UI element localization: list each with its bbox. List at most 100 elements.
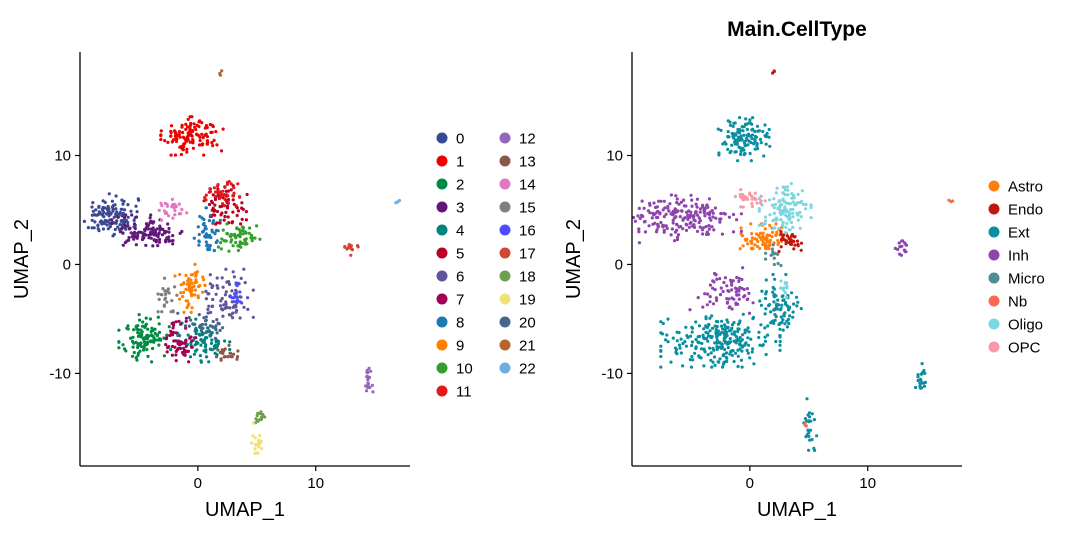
data-point-1	[197, 125, 201, 129]
data-point-16	[232, 300, 236, 304]
data-point-inh	[739, 229, 744, 233]
data-point-12	[370, 383, 374, 387]
data-point-oligo	[778, 205, 782, 209]
data-point-10	[221, 228, 225, 232]
data-point-2	[142, 336, 146, 340]
data-point-1	[214, 130, 218, 134]
data-point-0	[90, 218, 94, 222]
data-point-17	[349, 253, 353, 257]
data-point-ext	[773, 307, 777, 311]
data-point-ext	[716, 127, 720, 131]
data-point-14	[167, 214, 171, 218]
data-point-ext	[659, 344, 663, 348]
data-point-ext	[786, 308, 791, 312]
data-point-oligo	[778, 208, 783, 212]
chart-panel-1: 0 10-10010UMAP_1UMAP_20123456789101112131…	[11, 52, 536, 521]
x-tick-label: 0	[194, 475, 202, 492]
data-point-3	[125, 224, 129, 228]
data-point-inh	[707, 197, 712, 201]
data-point-0	[114, 207, 118, 211]
data-point-0	[102, 210, 106, 215]
data-point-11	[215, 184, 220, 188]
data-point-ext	[780, 320, 784, 324]
data-point-inh	[707, 227, 712, 231]
data-point-inh	[703, 292, 707, 296]
data-point-1	[188, 128, 192, 132]
data-point-1	[203, 126, 207, 130]
data-point-1	[174, 139, 179, 143]
data-point-0	[108, 225, 112, 229]
data-point-9	[195, 280, 199, 284]
data-point-ext	[740, 349, 744, 353]
data-point-micro	[771, 243, 775, 247]
data-point-ext	[665, 333, 669, 337]
data-point-ext	[690, 340, 695, 344]
legend-label-endo: Endo	[1008, 202, 1043, 219]
data-point-10	[229, 240, 233, 244]
data-point-inh	[640, 199, 644, 203]
data-point-2	[131, 335, 135, 339]
data-point-11	[229, 182, 233, 186]
data-point-8	[213, 232, 217, 236]
data-point-15	[160, 310, 164, 314]
data-point-11	[231, 194, 235, 198]
data-point-10	[240, 225, 244, 229]
data-point-10	[244, 231, 248, 235]
data-point-19	[255, 451, 259, 455]
data-point-ext	[753, 138, 757, 142]
data-point-2	[136, 353, 140, 357]
data-point-17	[355, 244, 360, 248]
data-point-0	[105, 219, 109, 223]
data-point-inh	[704, 225, 708, 229]
data-point-13	[226, 355, 230, 359]
data-point-14	[180, 207, 184, 212]
legend-label-12: 12	[519, 131, 536, 148]
data-point-6	[221, 314, 225, 318]
data-point-3	[158, 237, 162, 242]
data-point-10	[250, 236, 255, 240]
data-point-astro	[765, 233, 769, 237]
data-point-13	[222, 349, 226, 353]
data-point-ext	[764, 352, 768, 357]
data-point-oligo	[789, 220, 794, 224]
data-point-0	[129, 209, 133, 213]
data-point-inh	[719, 211, 723, 216]
data-point-1	[210, 123, 214, 127]
data-point-10	[239, 245, 243, 249]
data-point-2	[141, 320, 145, 324]
data-point-micro	[776, 261, 780, 266]
data-point-5	[207, 202, 212, 207]
data-point-2	[129, 336, 133, 340]
data-point-20	[176, 333, 180, 338]
data-point-ext	[788, 305, 792, 309]
data-point-ext	[759, 323, 763, 327]
data-point-ext	[723, 140, 727, 144]
data-point-opc	[753, 191, 757, 195]
data-point-15	[160, 293, 164, 297]
data-point-4	[204, 336, 208, 340]
data-point-3	[127, 227, 131, 231]
data-point-inh	[700, 228, 705, 232]
data-point-7	[184, 344, 188, 348]
data-point-6	[239, 276, 243, 280]
y-axis-title: UMAP_2	[11, 219, 33, 299]
data-point-ext	[743, 151, 747, 156]
data-point-inh	[896, 247, 900, 251]
data-point-6	[251, 288, 255, 292]
data-point-ext	[745, 127, 750, 131]
data-point-inh	[708, 300, 712, 304]
data-point-inh	[671, 221, 675, 225]
data-point-astro	[765, 240, 770, 244]
data-point-11	[223, 204, 227, 208]
data-point-10	[238, 240, 242, 244]
data-point-ext	[768, 303, 772, 307]
data-point-inh	[694, 210, 698, 214]
data-point-inh	[659, 199, 663, 203]
legend-key-5	[436, 247, 448, 259]
data-point-inh	[701, 203, 705, 207]
data-point-9	[182, 310, 186, 314]
data-point-inh	[657, 199, 661, 203]
data-point-inh	[694, 202, 698, 206]
data-point-inh	[695, 197, 700, 201]
